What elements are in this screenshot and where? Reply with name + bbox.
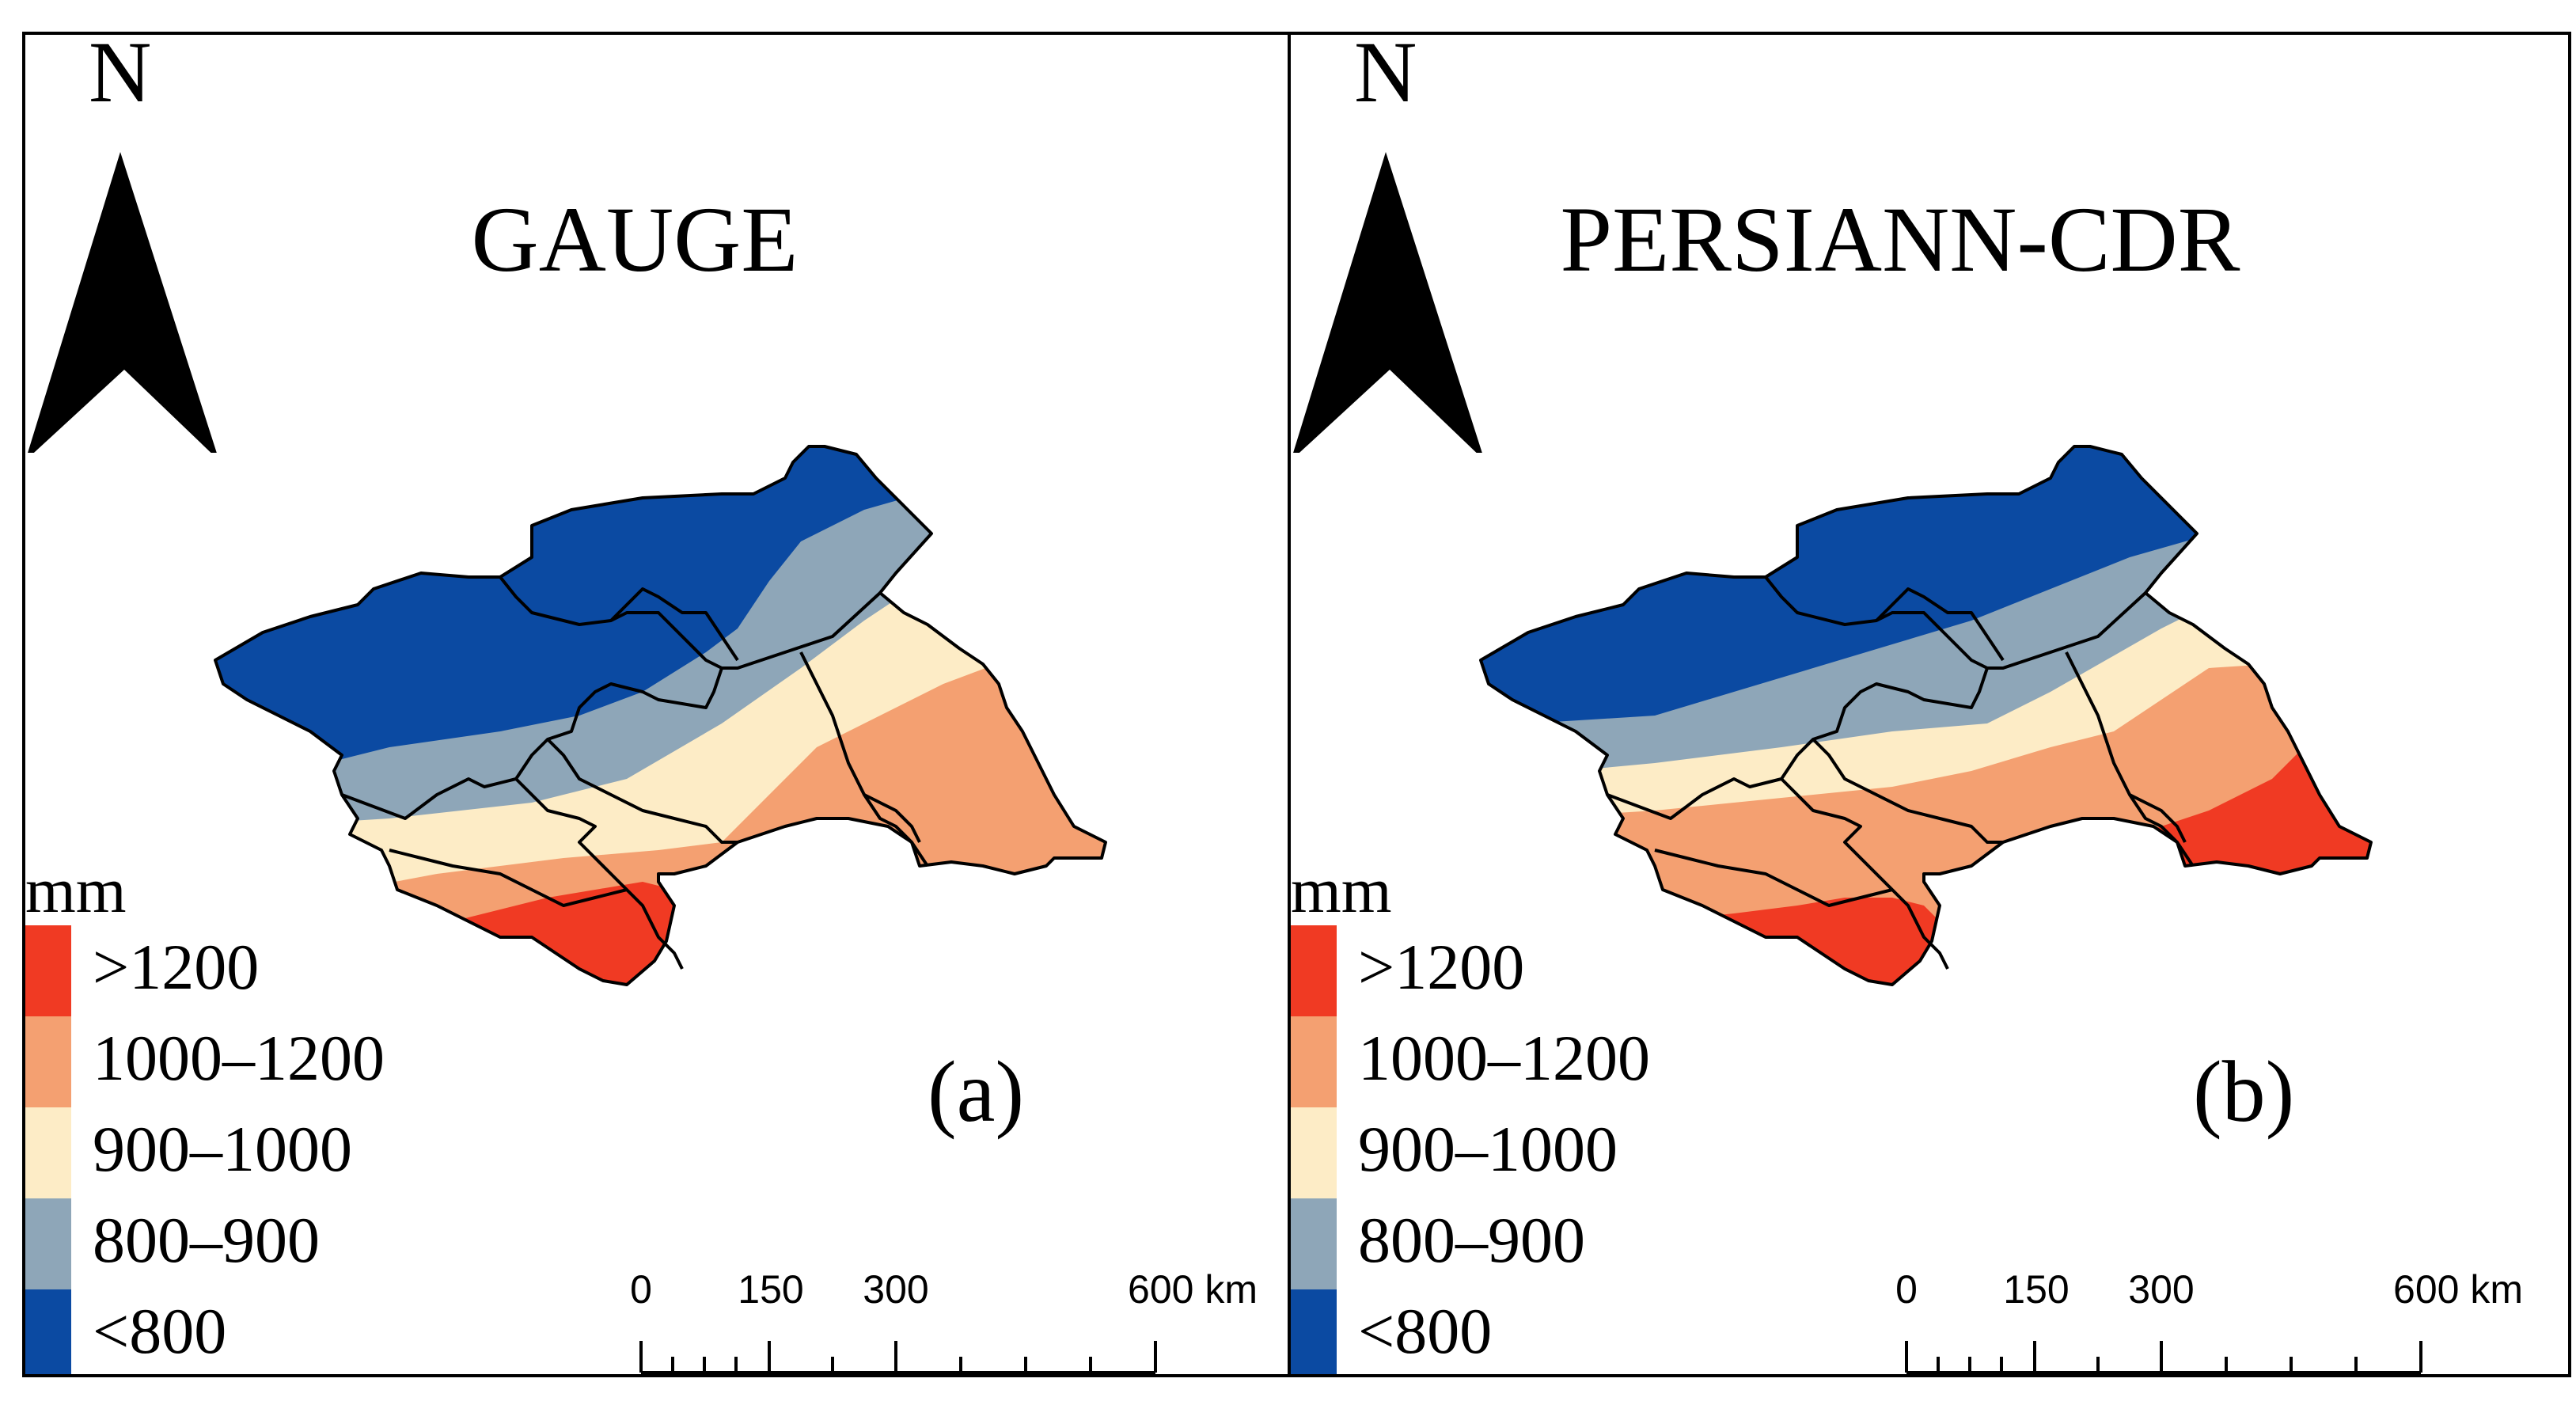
scale-ticks <box>639 1341 1157 1374</box>
scale-label: 150 <box>2003 1267 2070 1312</box>
legend-swatch <box>25 925 71 1016</box>
subbasin-boundary <box>2129 793 2187 843</box>
precipitation-map-persiann <box>1479 445 2373 986</box>
legend-label: >1200 <box>1358 931 1525 1003</box>
legend-swatch <box>1291 925 1337 1016</box>
legend-label: 900–1000 <box>93 1113 352 1185</box>
north-arrow-icon <box>28 152 217 453</box>
legend-swatch <box>1291 1198 1337 1289</box>
subbasin-boundary <box>1875 587 2005 662</box>
basin-outline <box>214 445 1107 986</box>
legend-unit: mm <box>25 854 127 926</box>
panel-persiann-cdr: N PERSIANN-CDR (b) mm >1200 1000–1200 90… <box>1288 32 2571 1377</box>
legend-swatch <box>1291 1107 1337 1198</box>
panel-label: (b) <box>2193 1043 2295 1140</box>
zone-1000-1200 <box>215 636 1106 985</box>
map-title: PERSIANN-CDR <box>1560 188 2240 291</box>
legend-swatch <box>25 1016 71 1107</box>
legend-swatch <box>1291 1016 1337 1107</box>
scale-label: 300 <box>863 1267 929 1312</box>
map-title: GAUGE <box>471 188 799 291</box>
scale-bar: 0 150 300 600 km <box>1845 1267 2568 1374</box>
north-arrow-icon <box>1293 152 1482 453</box>
legend-swatch <box>25 1289 71 1374</box>
scale-label: 150 <box>738 1267 804 1312</box>
legend-label: 1000–1200 <box>93 1022 385 1094</box>
legend-swatch <box>25 1107 71 1198</box>
legend-swatch <box>1291 1289 1337 1374</box>
legend-unit: mm <box>1291 854 1392 926</box>
scale-label: 600 km <box>2393 1267 2523 1312</box>
subbasin-boundary <box>389 849 628 907</box>
subbasin-boundary <box>514 777 684 970</box>
north-letter: N <box>1354 32 1417 120</box>
scale-label: 0 <box>1895 1267 1918 1312</box>
legend-swatch <box>25 1198 71 1289</box>
basin-outline <box>1479 445 2373 986</box>
scale-label: 600 km <box>1128 1267 1258 1312</box>
subbasin-boundary <box>1607 667 1989 820</box>
scale-label: 0 <box>630 1267 652 1312</box>
legend-label: 800–900 <box>1358 1204 1585 1276</box>
panel-gauge: N GAUGE (a) mm >1200 1000–1200 900–1000 … <box>22 32 1306 1377</box>
subbasin-boundary <box>499 575 882 670</box>
legend-label: 1000–1200 <box>1358 1022 1650 1094</box>
subbasin-boundary <box>1780 777 1949 970</box>
north-letter: N <box>89 32 152 120</box>
subbasin-boundary <box>546 738 738 844</box>
precipitation-map-gauge <box>214 445 1107 986</box>
legend-label: <800 <box>93 1295 227 1367</box>
subbasin-boundary <box>1812 738 2003 844</box>
scale-ticks <box>1905 1341 2422 1374</box>
subbasin-boundary <box>1764 575 2147 670</box>
subbasin-boundary <box>863 793 921 843</box>
panel-label: (a) <box>928 1043 1025 1140</box>
legend-label: <800 <box>1358 1295 1493 1367</box>
legend-label: >1200 <box>93 931 260 1003</box>
legend-label: 800–900 <box>93 1204 320 1276</box>
subbasin-boundary <box>341 667 723 820</box>
subbasin-boundary <box>609 587 739 662</box>
scale-bar: 0 150 300 600 km <box>579 1267 1303 1374</box>
legend-label: 900–1000 <box>1358 1113 1618 1185</box>
scale-label: 300 <box>2128 1267 2195 1312</box>
subbasin-boundary <box>1654 849 1893 907</box>
